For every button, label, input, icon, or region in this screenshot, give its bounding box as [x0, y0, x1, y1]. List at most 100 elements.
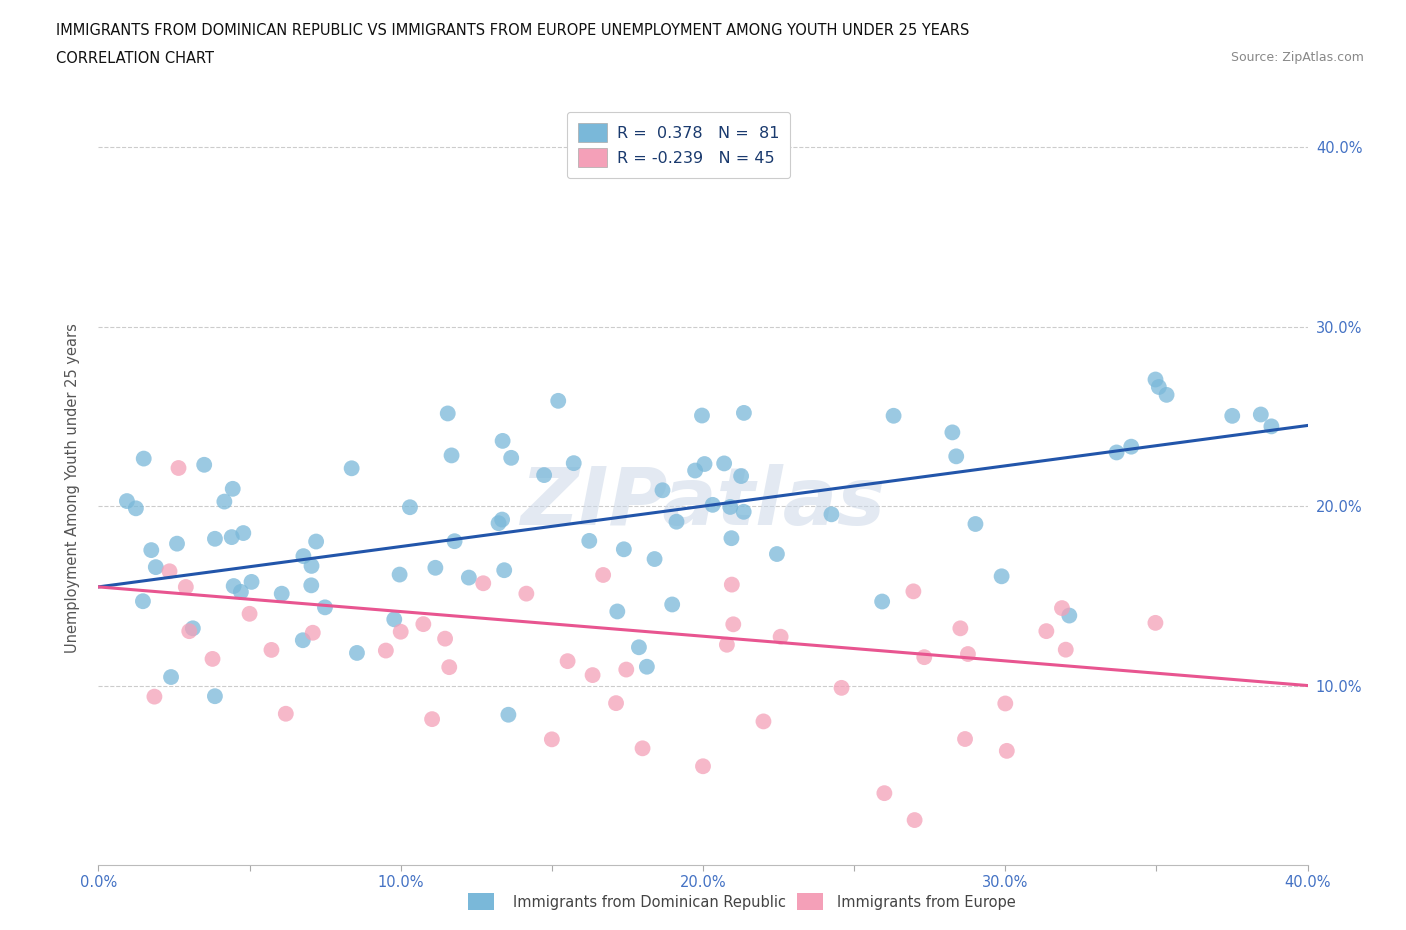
Point [270, 586, 292, 601]
Point [730, 469, 752, 484]
Point [683, 463, 706, 478]
Point [229, 584, 252, 599]
Point [498, 708, 520, 723]
Point [693, 457, 716, 472]
Point [1220, 408, 1243, 423]
Point [720, 531, 742, 546]
Text: Immigrants from Dominican Republic: Immigrants from Dominican Republic [513, 895, 786, 910]
Point [733, 504, 755, 519]
Point [1105, 445, 1128, 460]
Point [1050, 601, 1073, 616]
Point [145, 560, 167, 575]
Point [605, 696, 627, 711]
Point [125, 501, 148, 516]
Point [440, 448, 463, 463]
Point [883, 408, 905, 423]
Point [305, 534, 328, 549]
Point [166, 537, 188, 551]
Point [457, 570, 479, 585]
Point [291, 632, 314, 647]
Point [562, 456, 585, 471]
Point [240, 575, 263, 590]
Point [472, 576, 495, 591]
Point [222, 578, 245, 593]
Point [179, 624, 201, 639]
Point [547, 393, 569, 408]
Point [631, 741, 654, 756]
Point [501, 450, 523, 465]
Point [903, 584, 925, 599]
Point [491, 512, 513, 527]
Point [143, 689, 166, 704]
Point [159, 564, 181, 578]
Point [221, 530, 243, 545]
Point [1156, 388, 1178, 403]
Point [388, 567, 411, 582]
Point [382, 612, 405, 627]
Point [494, 563, 516, 578]
Point [141, 543, 163, 558]
Point [557, 654, 579, 669]
Y-axis label: Unemployment Among Youth under 25 years: Unemployment Among Youth under 25 years [65, 324, 80, 653]
Point [491, 433, 513, 448]
Text: Source: ZipAtlas.com: Source: ZipAtlas.com [1230, 51, 1364, 64]
Point [690, 408, 713, 423]
Point [720, 578, 742, 592]
Point [160, 670, 183, 684]
Point [752, 714, 775, 729]
Point [1059, 608, 1081, 623]
Point [260, 643, 283, 658]
Point [592, 567, 614, 582]
Point [644, 551, 666, 566]
Point [314, 600, 336, 615]
Point [434, 631, 457, 646]
Point [651, 483, 673, 498]
Point [581, 668, 603, 683]
Point [912, 650, 935, 665]
Point [222, 482, 245, 497]
Point [412, 617, 434, 631]
Point [181, 621, 204, 636]
Point [636, 659, 658, 674]
Point [1035, 624, 1057, 639]
Point [723, 617, 745, 631]
Point [299, 578, 322, 592]
Point [949, 621, 972, 636]
Point [692, 759, 714, 774]
Point [713, 456, 735, 471]
Point [420, 711, 443, 726]
Point [904, 813, 927, 828]
Text: Immigrants from Europe: Immigrants from Europe [837, 895, 1015, 910]
Point [340, 461, 363, 476]
Point [436, 406, 458, 421]
Point [716, 637, 738, 652]
Text: CORRELATION CHART: CORRELATION CHART [56, 51, 214, 66]
Point [132, 451, 155, 466]
Point [214, 494, 236, 509]
Point [399, 499, 422, 514]
Point [515, 586, 537, 601]
Point [831, 681, 853, 696]
Point [1144, 372, 1167, 387]
Point [204, 531, 226, 546]
Point [733, 405, 755, 420]
Point [1260, 418, 1282, 433]
Point [115, 494, 138, 509]
Point [443, 534, 465, 549]
Point [201, 651, 224, 666]
Point [301, 625, 323, 640]
Point [718, 499, 741, 514]
Point [232, 525, 254, 540]
Point [873, 786, 896, 801]
Point [769, 630, 792, 644]
Point [995, 743, 1018, 758]
Point [239, 606, 262, 621]
Point [965, 516, 987, 531]
Point [425, 561, 447, 576]
Point [990, 569, 1012, 584]
Point [578, 534, 600, 549]
Text: IMMIGRANTS FROM DOMINICAN REPUBLIC VS IMMIGRANTS FROM EUROPE UNEMPLOYMENT AMONG : IMMIGRANTS FROM DOMINICAN REPUBLIC VS IM… [56, 23, 970, 38]
Point [661, 597, 683, 612]
Point [1250, 407, 1272, 422]
Point [346, 645, 368, 660]
